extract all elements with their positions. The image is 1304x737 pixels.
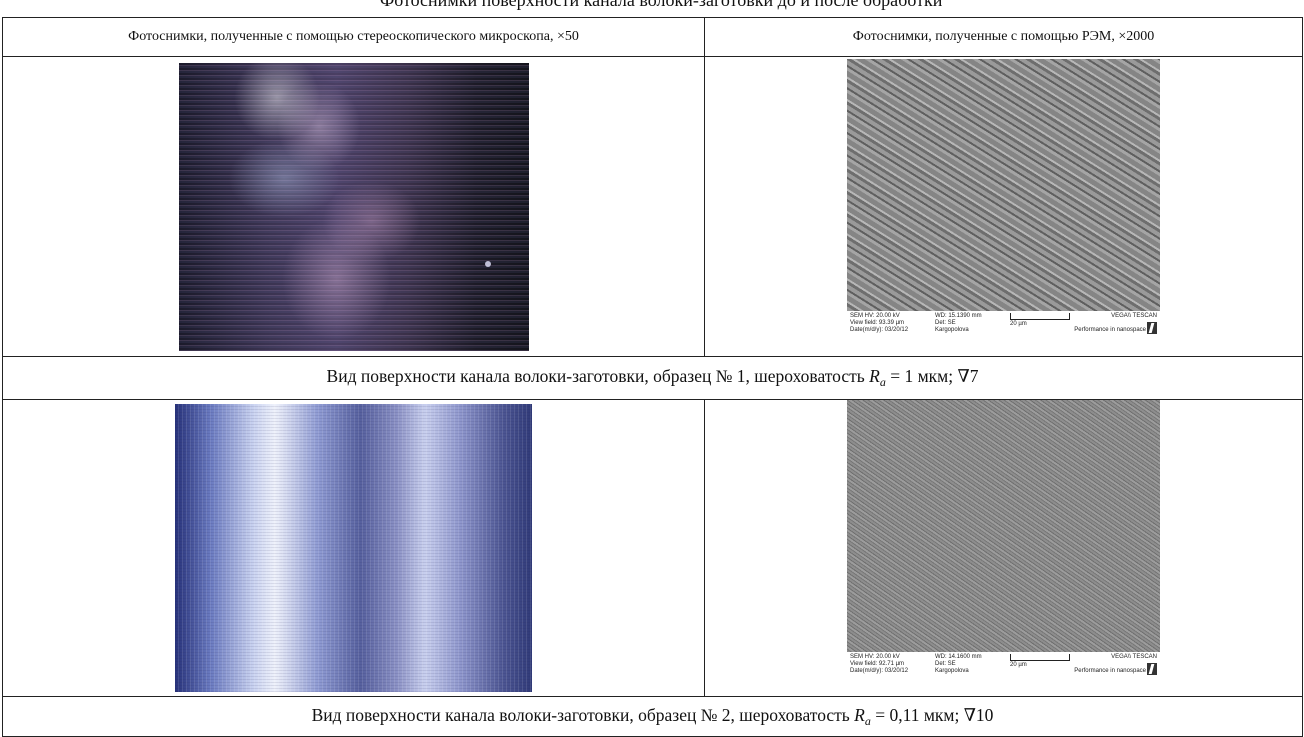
header-right: Фотоснимки, полученные с помощью РЭМ, ×2… bbox=[704, 17, 1303, 57]
sem-wd: WD: 15.1390 mm bbox=[935, 312, 982, 319]
tescan-logo-icon bbox=[1147, 321, 1157, 334]
header-left: Фотоснимки, полученные с помощью стереос… bbox=[2, 17, 705, 57]
roughness-value: = 0,11 мкм; ∇10 bbox=[870, 704, 994, 725]
sem-params-left: SEM HV: 20.00 kV View field: 92.71 µm Da… bbox=[850, 654, 908, 675]
roughness-symbol: R bbox=[869, 366, 880, 386]
scale-bar bbox=[1010, 312, 1070, 320]
photo-row: SEM HV: 20.00 kV View field: 92.71 µm Da… bbox=[2, 399, 1303, 697]
sem-surface-texture bbox=[847, 58, 1160, 311]
caption-text: Вид поверхности канала волоки-заготовки,… bbox=[326, 366, 870, 386]
tescan-logo-icon bbox=[1147, 663, 1157, 675]
sample-caption: Вид поверхности канала волоки-заготовки,… bbox=[2, 696, 1303, 737]
scale-bar-label: 20 µm bbox=[1010, 662, 1027, 668]
vendor-label: VEGA\\ TESCAN bbox=[1111, 654, 1157, 660]
surface-spot bbox=[484, 260, 491, 267]
sample-caption: Вид поверхности канала волоки-заготовки,… bbox=[2, 356, 1303, 400]
sem-info-bar: SEM HV: 20.00 kV View field: 93.39 µm Da… bbox=[847, 310, 1160, 355]
sem-cell: SEM HV: 20.00 kV View field: 93.39 µm Da… bbox=[704, 56, 1303, 357]
sem-params-mid: WD: 14.1600 mm Det: SE Kargopolova bbox=[935, 654, 982, 675]
sem-params-left: SEM HV: 20.00 kV View field: 93.39 µm Da… bbox=[850, 313, 908, 334]
sem-view-field: View field: 92.71 µm bbox=[850, 661, 905, 667]
roughness-subscript: a bbox=[879, 375, 886, 389]
roughness-symbol: R bbox=[854, 704, 865, 725]
caption-text: Вид поверхности канала волоки-заготовки,… bbox=[311, 704, 855, 725]
stereo-cell bbox=[2, 399, 705, 697]
sem-wd: WD: 14.1600 mm bbox=[935, 654, 982, 660]
sem-detector: Det: SE bbox=[935, 319, 956, 326]
micrograph-table: Фотоснимки, полученные с помощью стереос… bbox=[2, 17, 1303, 737]
vendor-label: VEGA\\ TESCAN bbox=[1111, 312, 1157, 319]
scale-bar bbox=[1010, 654, 1070, 661]
sem-surface-texture bbox=[847, 400, 1160, 652]
caption-row: Вид поверхности канала волоки-заготовки,… bbox=[2, 696, 1303, 737]
sem-operator: Kargopolova bbox=[935, 668, 969, 674]
sem-hv: SEM HV: 20.00 kV bbox=[850, 312, 900, 319]
stereo-micrograph-image bbox=[175, 404, 532, 692]
sem-hv: SEM HV: 20.00 kV bbox=[850, 654, 900, 660]
header-row: Фотоснимки, полученные с помощью стереос… bbox=[2, 17, 1303, 57]
sem-micrograph-image: SEM HV: 20.00 kV View field: 92.71 µm Da… bbox=[847, 400, 1160, 696]
stereo-micrograph-image bbox=[178, 62, 529, 351]
sem-info-bar: SEM HV: 20.00 kV View field: 92.71 µm Da… bbox=[847, 652, 1160, 696]
stereo-cell bbox=[2, 56, 705, 357]
sem-view-field: View field: 93.39 µm bbox=[850, 319, 905, 326]
sem-date: Date(m/d/y): 03/20/12 bbox=[850, 326, 909, 333]
vendor-slogan: Performance in nanospace bbox=[1074, 668, 1146, 674]
figure-title: Фотоснимки поверхности канала волоки-заг… bbox=[0, 0, 1304, 16]
sem-cell: SEM HV: 20.00 kV View field: 92.71 µm Da… bbox=[704, 399, 1303, 697]
sem-detector: Det: SE bbox=[935, 661, 956, 667]
caption-row: Вид поверхности канала волоки-заготовки,… bbox=[2, 356, 1303, 400]
roughness-value: = 1 мкм; ∇7 bbox=[885, 366, 979, 386]
figure-title-text: Фотоснимки поверхности канала волоки-заг… bbox=[380, 0, 943, 10]
vendor-slogan: Performance in nanospace bbox=[1074, 326, 1146, 333]
roughness-subscript: a bbox=[864, 713, 871, 728]
sem-params-mid: WD: 15.1390 mm Det: SE Kargopolova bbox=[935, 313, 982, 334]
sem-micrograph-image: SEM HV: 20.00 kV View field: 93.39 µm Da… bbox=[847, 58, 1160, 355]
scale-bar-label: 20 µm bbox=[1010, 320, 1027, 327]
sem-date: Date(m/d/y): 03/20/12 bbox=[850, 668, 909, 674]
sem-operator: Kargopolova bbox=[935, 326, 969, 333]
photo-row: SEM HV: 20.00 kV View field: 93.39 µm Da… bbox=[2, 56, 1303, 357]
